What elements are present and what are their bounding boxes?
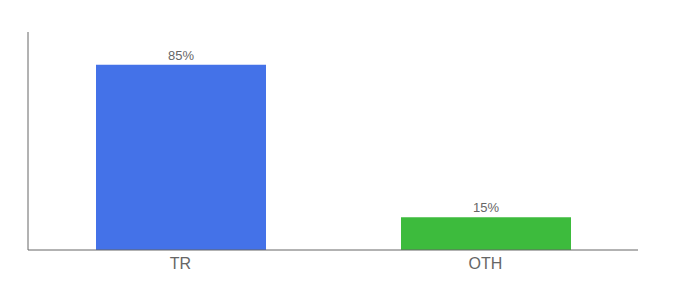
svg-text:15%: 15% — [473, 200, 499, 215]
svg-text:OTH: OTH — [469, 255, 503, 272]
svg-text:85%: 85% — [168, 48, 194, 63]
svg-text:TR: TR — [170, 255, 191, 272]
